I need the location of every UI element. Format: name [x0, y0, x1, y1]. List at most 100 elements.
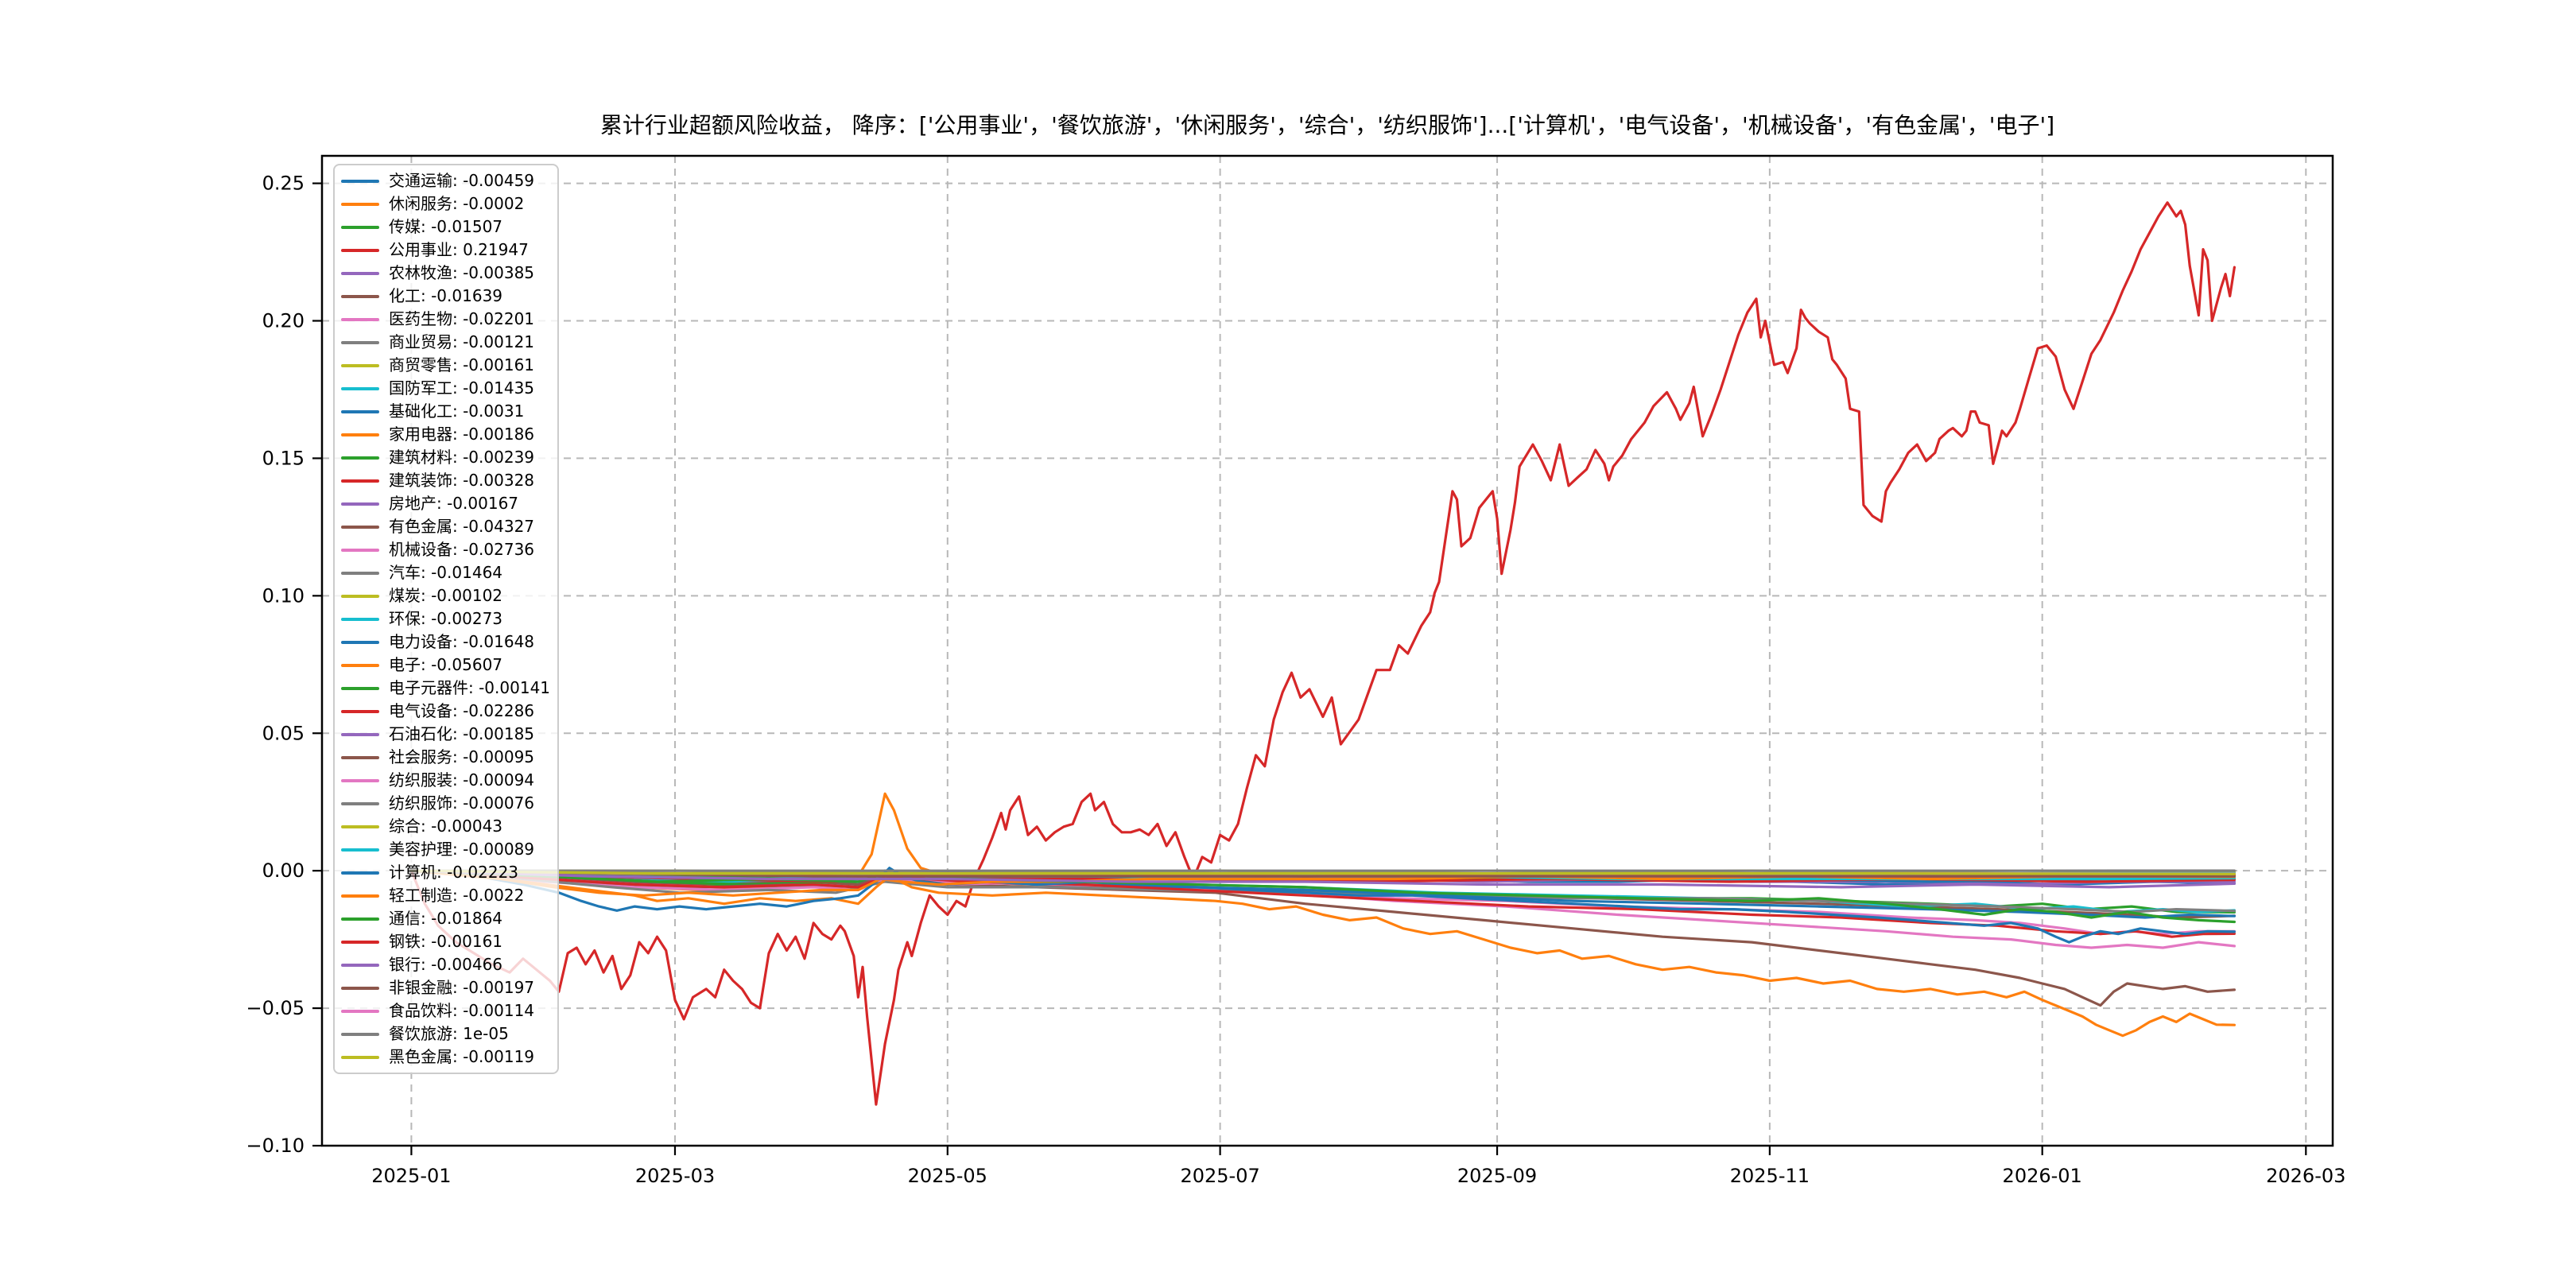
- legend: 交通运输: -0.00459 休闲服务: -0.0002 传媒: -0.01507 公…: [333, 164, 559, 1074]
- legend-line-swatch: [341, 778, 379, 782]
- x-tick-label: 2026-03: [2266, 1165, 2345, 1187]
- legend-line-swatch: [341, 617, 379, 621]
- legend-item: 电子: -0.05607: [341, 654, 551, 677]
- legend-line-swatch: [341, 271, 379, 275]
- legend-label: 电气设备: -0.02286: [389, 701, 535, 720]
- legend-line-swatch: [341, 525, 379, 529]
- legend-line-swatch: [341, 225, 379, 229]
- legend-line-swatch: [341, 940, 379, 944]
- y-tick-label: −0.05: [246, 997, 305, 1019]
- legend-item: 纺织服饰: -0.00076: [341, 792, 551, 815]
- legend-label: 建筑材料: -0.00239: [389, 448, 535, 467]
- legend-line-swatch: [341, 202, 379, 206]
- legend-item: 美容护理: -0.00089: [341, 838, 551, 861]
- legend-line-swatch: [341, 294, 379, 298]
- legend-item: 银行: -0.00466: [341, 953, 551, 976]
- series-line: [409, 869, 2236, 897]
- legend-line-swatch: [341, 248, 379, 252]
- legend-label: 商业贸易: -0.00121: [389, 332, 535, 351]
- legend-label: 纺织服饰: -0.00076: [389, 793, 535, 813]
- legend-item: 环保: -0.00273: [341, 607, 551, 630]
- legend-item: 综合: -0.00043: [341, 815, 551, 838]
- y-tick-label: 0.05: [262, 722, 305, 744]
- legend-label: 房地产: -0.00167: [389, 494, 519, 513]
- legend-line-swatch: [341, 317, 379, 321]
- legend-item: 国防军工: -0.01435: [341, 377, 551, 400]
- legend-label: 休闲服务: -0.0002: [389, 194, 525, 213]
- legend-label: 纺织服装: -0.00094: [389, 770, 535, 789]
- legend-label: 计算机: -0.02223: [389, 863, 519, 882]
- legend-label: 家用电器: -0.00186: [389, 425, 535, 444]
- legend-item: 医药生物: -0.02201: [341, 308, 551, 331]
- legend-item: 电力设备: -0.01648: [341, 630, 551, 654]
- legend-line-swatch: [341, 709, 379, 713]
- legend-line-swatch: [341, 917, 379, 921]
- legend-label: 非银金融: -0.00197: [389, 978, 535, 997]
- legend-item: 汽车: -0.01464: [341, 561, 551, 584]
- legend-line-swatch: [341, 894, 379, 898]
- legend-label: 电子元器件: -0.00141: [389, 678, 551, 697]
- legend-label: 食品饮料: -0.00114: [389, 1001, 535, 1020]
- series-line: [409, 869, 2236, 938]
- series-line: [409, 867, 2236, 944]
- legend-label: 农林牧渔: -0.00385: [389, 263, 535, 282]
- legend-label: 美容护理: -0.00089: [389, 840, 535, 859]
- legend-item: 农林牧渔: -0.00385: [341, 262, 551, 285]
- legend-line-swatch: [341, 640, 379, 644]
- legend-line-swatch: [341, 456, 379, 460]
- legend-label: 银行: -0.00466: [389, 955, 503, 974]
- legend-line-swatch: [341, 179, 379, 183]
- legend-item: 社会服务: -0.00095: [341, 746, 551, 769]
- legend-line-swatch: [341, 963, 379, 967]
- legend-label: 轻工制造: -0.0022: [389, 886, 525, 905]
- legend-line-swatch: [341, 801, 379, 805]
- legend-item: 建筑装饰: -0.00328: [341, 469, 551, 492]
- legend-label: 环保: -0.00273: [389, 609, 503, 628]
- legend-item: 计算机: -0.02223: [341, 861, 551, 884]
- legend-line-swatch: [341, 571, 379, 575]
- series-line: [409, 201, 2236, 1106]
- x-tick-label: 2025-11: [1730, 1165, 1810, 1187]
- legend-label: 建筑装饰: -0.00328: [389, 471, 535, 490]
- legend-item: 非银金融: -0.00197: [341, 976, 551, 999]
- legend-line-swatch: [341, 755, 379, 759]
- legend-item: 休闲服务: -0.0002: [341, 192, 551, 215]
- legend-line-swatch: [341, 663, 379, 667]
- series-line: [409, 869, 2236, 878]
- legend-item: 房地产: -0.00167: [341, 492, 551, 515]
- legend-line-swatch: [341, 986, 379, 990]
- legend-line-swatch: [341, 340, 379, 344]
- legend-line-swatch: [341, 1055, 379, 1059]
- series-group: [409, 201, 2236, 1106]
- legend-line-swatch: [341, 502, 379, 506]
- legend-line-swatch: [341, 409, 379, 413]
- legend-label: 社会服务: -0.00095: [389, 747, 535, 766]
- legend-line-swatch: [341, 848, 379, 852]
- legend-line-swatch: [341, 594, 379, 598]
- legend-line-swatch: [341, 686, 379, 690]
- series-line: [409, 869, 2236, 889]
- y-tick-label: 0.10: [262, 584, 305, 607]
- legend-label: 通信: -0.01864: [389, 909, 503, 928]
- legend-item: 钢铁: -0.00161: [341, 930, 551, 953]
- legend-label: 汽车: -0.01464: [389, 563, 503, 582]
- series-line: [409, 869, 2236, 1038]
- legend-label: 交通运输: -0.00459: [389, 171, 535, 190]
- legend-item: 石油石化: -0.00185: [341, 723, 551, 746]
- legend-item: 纺织服装: -0.00094: [341, 769, 551, 792]
- x-tick-label: 2025-01: [371, 1165, 451, 1187]
- legend-item: 公用事业: 0.21947: [341, 239, 551, 262]
- x-tick-label: 2025-03: [635, 1165, 715, 1187]
- legend-line-swatch: [341, 479, 379, 483]
- legend-label: 化工: -0.01639: [389, 286, 503, 305]
- y-tick-label: 0.15: [262, 447, 305, 469]
- legend-label: 钢铁: -0.00161: [389, 932, 503, 951]
- legend-line-swatch: [341, 1032, 379, 1036]
- y-tick-label: −0.10: [246, 1135, 305, 1157]
- series-line: [409, 869, 2236, 875]
- y-tick-label: 0.20: [262, 310, 305, 332]
- plot-border: [320, 154, 2334, 1147]
- legend-item: 有色金属: -0.04327: [341, 515, 551, 538]
- y-tick-label: 0.25: [262, 173, 305, 195]
